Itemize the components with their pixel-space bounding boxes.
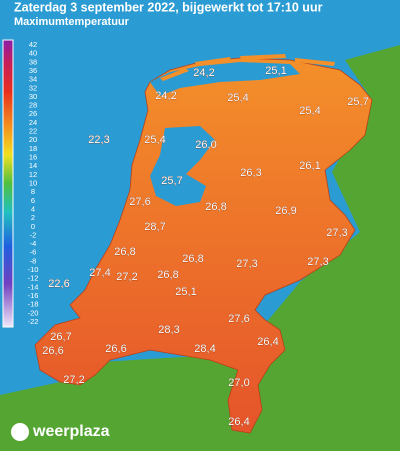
scale-label: 30 [29, 92, 37, 101]
scale-label: 14 [29, 161, 37, 170]
scale-label: -20 [28, 308, 39, 317]
color-scale [2, 39, 14, 328]
station-temperature: 28,3 [158, 324, 179, 336]
station-temperature: 24,2 [155, 90, 176, 102]
scale-label: 22 [29, 127, 37, 136]
scale-label: 28 [29, 101, 37, 110]
station-temperature: 28,7 [144, 221, 165, 233]
station-temperature: 26,4 [228, 416, 249, 428]
scale-label: 26 [29, 109, 37, 118]
scale-label: -14 [28, 282, 39, 291]
station-temperature: 24,2 [193, 67, 214, 79]
scale-label: -18 [28, 300, 39, 309]
station-temperature: 27,6 [129, 196, 150, 208]
scale-label: 10 [29, 178, 37, 187]
station-temperature: 25,7 [161, 175, 182, 187]
station-temperature: 26,8 [182, 253, 203, 265]
station-temperature: 26,1 [299, 160, 320, 172]
scale-label: 16 [29, 153, 37, 162]
station-temperature: 26,4 [257, 336, 278, 348]
logo-icon [11, 423, 29, 441]
station-temperature: 25,1 [175, 286, 196, 298]
station-temperature: 26,9 [275, 205, 296, 217]
scale-label: 34 [29, 75, 37, 84]
scale-label: 6 [31, 196, 35, 205]
scale-label: 38 [29, 57, 37, 66]
scale-label: -6 [30, 248, 37, 257]
scale-label: -2 [30, 230, 37, 239]
scale-label: 12 [29, 170, 37, 179]
station-temperature: 26,8 [114, 246, 135, 258]
station-temperature: 27,6 [228, 313, 249, 325]
scale-label: 40 [29, 49, 37, 58]
scale-label: 32 [29, 83, 37, 92]
scale-label: 4 [31, 204, 35, 213]
station-temperature: 26,0 [195, 139, 216, 151]
netherlands [34, 57, 373, 434]
scale-label: 0 [31, 222, 35, 231]
scale-label: 8 [31, 187, 35, 196]
station-temperature: 26,3 [240, 167, 261, 179]
station-temperature: 27,3 [236, 258, 257, 270]
station-temperature: 27,4 [89, 267, 110, 279]
station-temperature: 28,4 [194, 343, 215, 355]
station-temperature: 27,2 [63, 374, 84, 386]
scale-label: 20 [29, 135, 37, 144]
title: Zaterdag 3 september 2022, bijgewerkt to… [14, 0, 323, 14]
subtitle: Maximumtemperatuur [14, 16, 130, 28]
brand: weerplaza [32, 423, 110, 440]
scale-label: -10 [28, 265, 39, 274]
station-temperature: 22,6 [48, 278, 69, 290]
station-temperature: 22,3 [88, 134, 109, 146]
station-temperature: 27,3 [326, 227, 347, 239]
scale-label: -12 [28, 274, 39, 283]
station-temperature: 25,4 [227, 92, 248, 104]
station-temperature: 26,6 [105, 343, 126, 355]
station-temperature: 25,4 [299, 105, 320, 117]
scale-label: -8 [30, 256, 37, 265]
station-temperature: 25,7 [347, 96, 368, 108]
scale-label: 42 [29, 40, 37, 49]
scale-label: -4 [30, 239, 37, 248]
ijsselmeer [150, 126, 215, 206]
wadden-islands [160, 54, 335, 81]
station-temperature: 27,3 [307, 256, 328, 268]
station-temperature: 25,4 [144, 134, 165, 146]
neighbour-land [0, 45, 400, 451]
scale-label: 36 [29, 66, 37, 75]
scale-label: -16 [28, 291, 39, 300]
station-temperature: 26,6 [42, 345, 63, 357]
station-temperature: 27,0 [228, 377, 249, 389]
station-temperature: 26,8 [205, 201, 226, 213]
scale-label: 24 [29, 118, 37, 127]
station-temperature: 26,8 [157, 269, 178, 281]
scale-label: -22 [28, 317, 39, 326]
station-temperature: 26,7 [50, 331, 71, 343]
station-temperature: 27,2 [116, 271, 137, 283]
scale-label: 18 [29, 144, 37, 153]
station-temperature: 25,1 [265, 65, 286, 77]
scale-label: 2 [31, 213, 35, 222]
